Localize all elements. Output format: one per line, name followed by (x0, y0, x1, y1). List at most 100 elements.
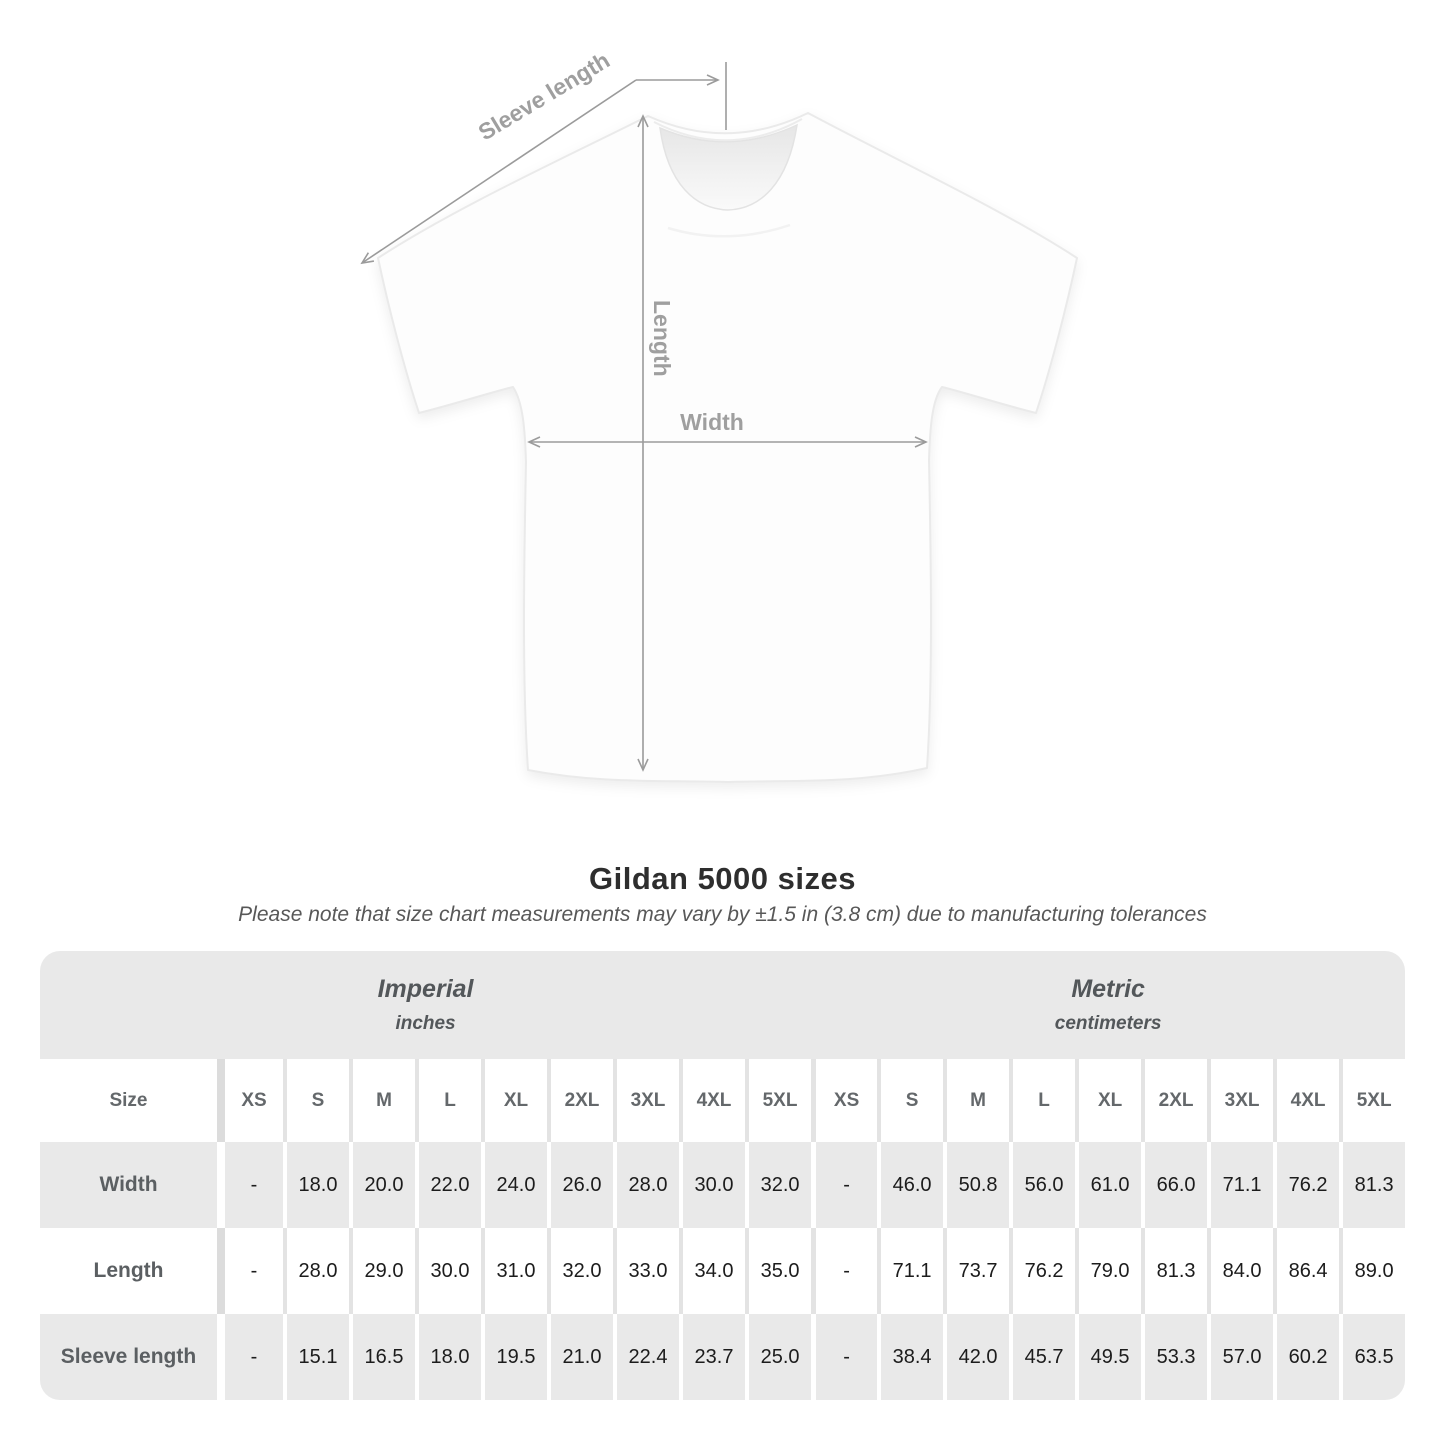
value-cell: 22.4 (613, 1314, 679, 1400)
value-cell: 35.0 (745, 1228, 811, 1314)
value-cell: - (217, 1228, 283, 1314)
metric-unit: centimeters (1054, 1013, 1162, 1034)
metric-label: Metric (1071, 975, 1145, 1003)
value-cell: 24.0 (481, 1142, 547, 1228)
value-cell: 45.7 (1009, 1314, 1075, 1400)
imperial-label: Imperial (377, 975, 474, 1003)
value-cell: - (217, 1142, 283, 1228)
size-col-header: 3XL (613, 1059, 679, 1142)
size-col-header: 2XL (1141, 1059, 1207, 1142)
value-cell: 33.0 (613, 1228, 679, 1314)
size-col-header: M (943, 1059, 1009, 1142)
value-cell: 57.0 (1207, 1314, 1273, 1400)
imperial-band: Imperial inches (40, 951, 812, 1059)
imperial-unit: inches (395, 1013, 456, 1034)
row-label: Length (93, 1259, 164, 1282)
value-cell: 28.0 (613, 1142, 679, 1228)
table-row: Sleeve length -15.1 16.5 18.0 19.5 21.0 22.4 23… (40, 1314, 1406, 1400)
value-cell: 42.0 (943, 1314, 1009, 1400)
value-cell: 71.1 (877, 1228, 943, 1314)
size-col-header: 5XL (1339, 1059, 1405, 1142)
size-col-header: 5XL (745, 1059, 811, 1142)
value-cell: 46.0 (877, 1142, 943, 1228)
collar-seam (653, 118, 803, 142)
value-cell: 23.7 (679, 1314, 745, 1400)
tshirt-graphic: Sleeve length Length Width (360, 47, 1078, 783)
value-cell: - (811, 1314, 877, 1400)
size-corner-header: Size (109, 1089, 148, 1111)
metric-band: Metric centimeters (811, 951, 1406, 1059)
value-cell: 31.0 (481, 1228, 547, 1314)
tshirt-measurement-diagram: Sleeve length Length Width (360, 47, 1078, 783)
value-cell: 71.1 (1207, 1142, 1273, 1228)
value-cell: 29.0 (349, 1228, 415, 1314)
size-col-header: M (349, 1059, 415, 1142)
value-cell: 76.2 (1009, 1228, 1075, 1314)
value-cell: 81.3 (1141, 1228, 1207, 1314)
value-cell: 86.4 (1273, 1228, 1339, 1314)
value-cell: 49.5 (1075, 1314, 1141, 1400)
length-label: Length (649, 300, 675, 377)
value-cell: 73.7 (943, 1228, 1009, 1314)
value-cell: 89.0 (1339, 1228, 1405, 1314)
page-subtitle: Please note that size chart measurements… (238, 903, 1207, 926)
size-header-row: Size XS S M L XL 2XL 3XL 4XL 5XL XS S M L XL 2XL 3XL 4XL… (40, 1059, 1406, 1142)
size-col-header: XS (811, 1059, 877, 1142)
row-label: Sleeve length (60, 1345, 197, 1368)
collar-opening (659, 123, 798, 211)
measurement-lines (360, 62, 928, 772)
value-cell: 16.5 (349, 1314, 415, 1400)
value-cell: 15.1 (283, 1314, 349, 1400)
sleeve-length-arrow (360, 79, 637, 265)
size-col-header: L (1009, 1059, 1075, 1142)
size-col-header: XS (217, 1059, 283, 1142)
size-col-header: L (415, 1059, 481, 1142)
collar-fold (667, 223, 791, 238)
value-cell: 76.2 (1273, 1142, 1339, 1228)
size-col-header: XL (1075, 1059, 1141, 1142)
value-cell: 30.0 (415, 1228, 481, 1314)
value-cell: 18.0 (283, 1142, 349, 1228)
value-cell: 28.0 (283, 1228, 349, 1314)
size-col-header: 4XL (679, 1059, 745, 1142)
value-cell: 56.0 (1009, 1142, 1075, 1228)
row-label: Width (99, 1173, 158, 1196)
value-cell: 26.0 (547, 1142, 613, 1228)
value-cell: 81.3 (1339, 1142, 1405, 1228)
value-cell: 32.0 (745, 1142, 811, 1228)
value-cell: 22.0 (415, 1142, 481, 1228)
size-table-body: Width -18.0 20.0 22.0 24.0 26.0 28.0 30.0 32.0-4… (40, 1142, 1406, 1400)
value-cell: 20.0 (349, 1142, 415, 1228)
table-row: Width -18.0 20.0 22.0 24.0 26.0 28.0 30.0 32.0-4… (40, 1142, 1406, 1228)
size-col-header: 4XL (1273, 1059, 1339, 1142)
width-label: Width (680, 409, 744, 435)
size-col-header: XL (481, 1059, 547, 1142)
unit-band-row: Imperial inches Metric centimeters (40, 951, 1406, 1059)
value-cell: 61.0 (1075, 1142, 1141, 1228)
value-cell: 32.0 (547, 1228, 613, 1314)
value-cell: 50.8 (943, 1142, 1009, 1228)
size-col-header: S (877, 1059, 943, 1142)
value-cell: 21.0 (547, 1314, 613, 1400)
size-col-header: 3XL (1207, 1059, 1273, 1142)
size-table-wrap: Imperial inches Metric centimeters Size … (40, 951, 1406, 1400)
size-chart-table: Imperial inches Metric centimeters Size … (40, 951, 1406, 1400)
value-cell: - (811, 1228, 877, 1314)
value-cell: 19.5 (481, 1314, 547, 1400)
table-row: Length -28.0 29.0 30.0 31.0 32.0 33.0 34.0 35.0-… (40, 1228, 1406, 1314)
size-col-header: S (283, 1059, 349, 1142)
value-cell: 18.0 (415, 1314, 481, 1400)
value-cell: 38.4 (877, 1314, 943, 1400)
value-cell: 79.0 (1075, 1228, 1141, 1314)
value-cell: - (217, 1314, 283, 1400)
tshirt-silhouette (377, 112, 1078, 783)
value-cell: 25.0 (745, 1314, 811, 1400)
value-cell: - (811, 1142, 877, 1228)
value-cell: 63.5 (1339, 1314, 1405, 1400)
page-title: Gildan 5000 sizes (589, 861, 856, 896)
value-cell: 66.0 (1141, 1142, 1207, 1228)
sleeve-length-label: Sleeve length (474, 47, 614, 146)
value-cell: 53.3 (1141, 1314, 1207, 1400)
value-cell: 34.0 (679, 1228, 745, 1314)
